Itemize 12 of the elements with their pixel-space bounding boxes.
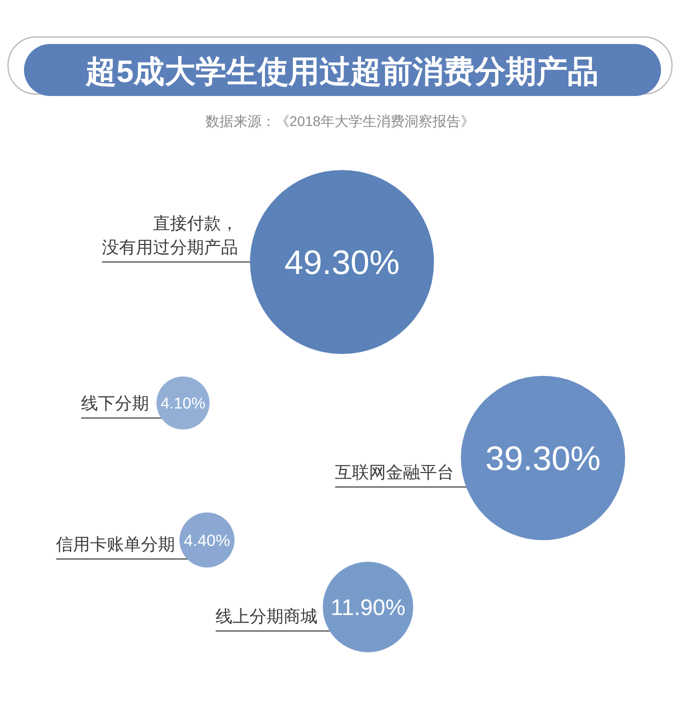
category-label: 直接付款，没有用过分期产品 <box>102 214 238 257</box>
data-label: 4.40% <box>184 532 230 550</box>
category-label: 线上分期商城 <box>216 607 318 626</box>
data-label: 11.90% <box>330 595 406 620</box>
category-label: 信用卡账单分期 <box>56 535 176 554</box>
category-label: 线下分期 <box>81 394 150 413</box>
category-label: 互联网金融平台 <box>335 463 454 482</box>
data-label: 4.10% <box>160 396 206 413</box>
source-note: 数据来源：《2018年大学生消费洞察报告》 <box>205 113 475 129</box>
data-label: 49.30% <box>284 244 400 282</box>
text: 超5成大学生使用过超前消费分期产品 <box>84 54 599 89</box>
data-label: 39.30% <box>485 440 601 478</box>
